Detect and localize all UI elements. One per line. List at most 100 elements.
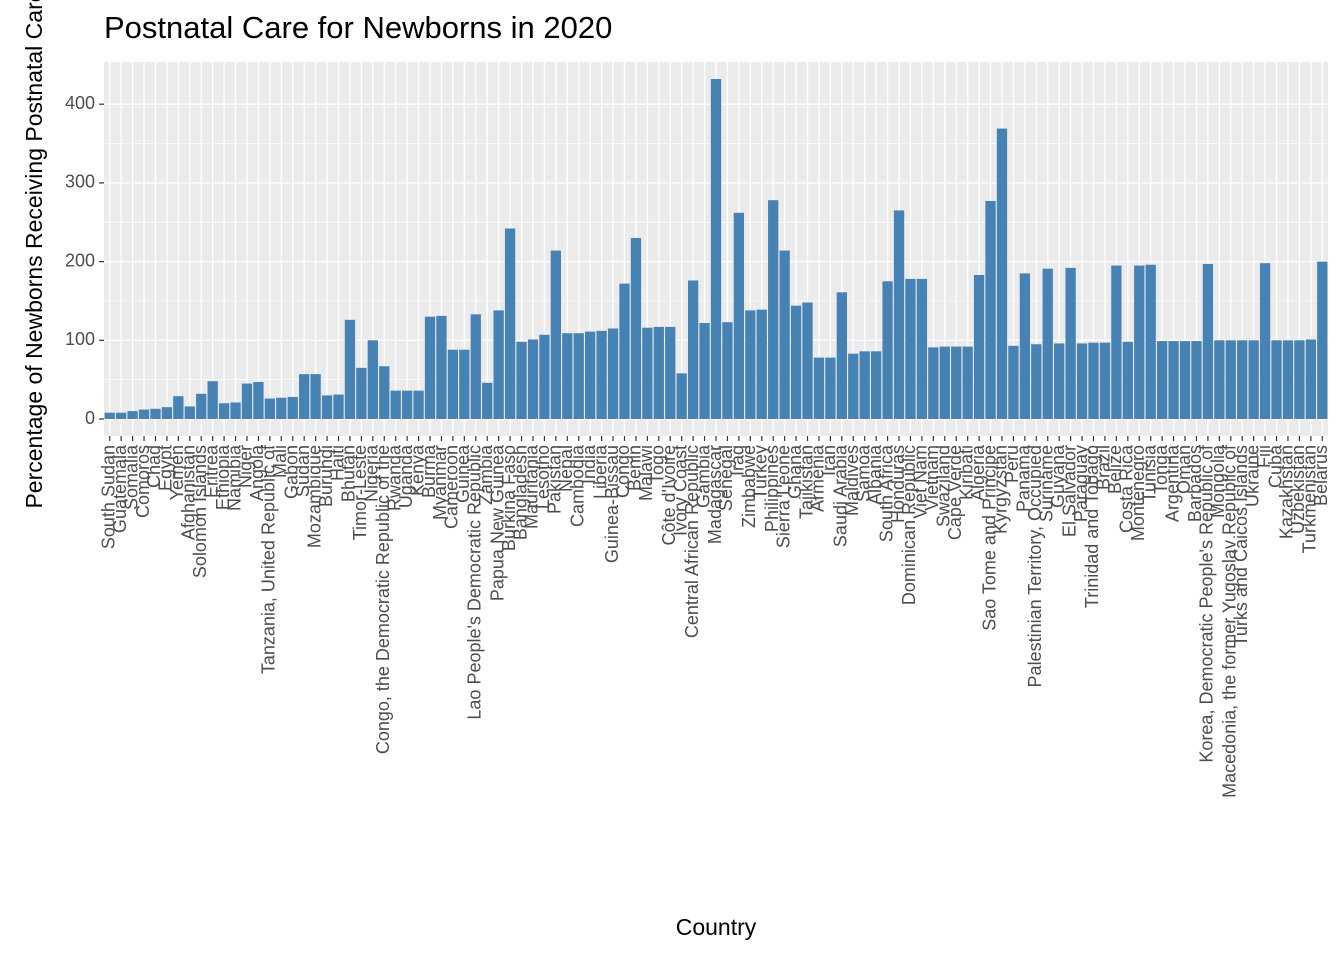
- x-tick-label: South Sudan: [98, 445, 118, 549]
- x-tick-label: Niger: [236, 445, 256, 488]
- x-tick-label: Yemen: [167, 445, 187, 500]
- bar: [973, 274, 985, 419]
- bar: [985, 200, 996, 419]
- bar: [550, 250, 561, 419]
- x-tick-label: Ethiopia: [213, 444, 233, 510]
- bar: [1122, 341, 1133, 419]
- x-tick-label: Papua New Guinea: [487, 444, 507, 601]
- bar: [699, 322, 710, 419]
- x-tick-label: Sao Tome and Principe: [979, 445, 999, 631]
- y-axis-title: Percentage of Newborns Receiving Postnat…: [21, 0, 47, 509]
- bar: [470, 314, 481, 419]
- x-tick-label: Chad: [144, 445, 164, 488]
- x-tick-label: Togo: [648, 445, 668, 484]
- x-tick-label: Gabon: [281, 445, 301, 499]
- bar: [745, 310, 756, 419]
- x-tick-label: Trinidad and Tobago: [1082, 445, 1102, 608]
- bar: [253, 382, 264, 419]
- bar: [424, 316, 436, 419]
- bar: [1282, 340, 1294, 419]
- x-tick-label: Barbados: [1185, 445, 1205, 522]
- bar: [344, 319, 356, 419]
- x-tick-label: Peru: [1002, 445, 1022, 483]
- bar: [1031, 344, 1042, 419]
- bar: [939, 346, 950, 419]
- x-tick-label: Kyrgyzstan: [991, 445, 1011, 534]
- x-tick-label: India: [579, 444, 599, 484]
- x-tick-label: Tajikistan: [796, 445, 816, 519]
- bar: [859, 351, 870, 419]
- bar: [1042, 268, 1053, 419]
- bar: [333, 394, 344, 419]
- x-tick-label: Zambia: [476, 444, 496, 505]
- x-tick-label: Guinea: [453, 444, 473, 503]
- bar: [116, 412, 127, 419]
- x-tick-label: Mali: [270, 445, 290, 478]
- x-tick-label: Senegal: [716, 445, 736, 511]
- bar: [161, 407, 173, 419]
- x-tick-label: Lesotho: [533, 445, 553, 509]
- x-tick-label: Benin: [625, 445, 645, 491]
- x-tick-label: Turkmenistan: [1300, 445, 1320, 553]
- bar: [150, 408, 161, 419]
- bar: [1237, 340, 1248, 419]
- bar: [1088, 342, 1099, 419]
- x-tick-label: Algeria: [968, 444, 988, 501]
- bar: [893, 210, 905, 419]
- bar: [1225, 340, 1236, 419]
- bar: [710, 79, 722, 419]
- bar: [207, 381, 218, 419]
- x-tick-label: Paraguay: [1071, 445, 1091, 522]
- x-tick-label: South Africa: [876, 444, 896, 542]
- x-tick-label: Sierra Leone: [773, 445, 793, 548]
- bar: [379, 366, 390, 419]
- x-tick-label: Mongolia: [1208, 444, 1228, 518]
- bar: [825, 357, 836, 419]
- x-tick-label: Eritrea: [201, 444, 221, 498]
- bar: [642, 327, 653, 419]
- bar: [493, 310, 504, 419]
- bar: [1259, 263, 1271, 419]
- x-tick-label: Burundi: [316, 445, 336, 507]
- x-tick-label: Myanmar: [430, 445, 450, 520]
- bar: [687, 280, 699, 419]
- bar: [504, 228, 516, 419]
- x-tick-label: Cambodia: [567, 444, 587, 527]
- x-tick-label: Belarus: [1311, 445, 1331, 506]
- bar: [1214, 340, 1225, 419]
- x-tick-label: Cuba: [1265, 444, 1285, 488]
- bar: [1099, 342, 1111, 419]
- x-tick-label: Palestinian Territory, Occupied: [1025, 445, 1045, 687]
- x-tick-label: Comoros: [133, 445, 153, 518]
- bar: [218, 403, 230, 419]
- bar: [138, 409, 150, 419]
- x-tick-label: Timor-Leste: [350, 445, 370, 540]
- bar: [768, 200, 779, 419]
- x-tick-label: Saudi Arabia: [831, 444, 851, 547]
- bar: [1008, 345, 1019, 419]
- bar: [779, 250, 790, 419]
- bar: [1145, 264, 1156, 419]
- bar: [607, 328, 619, 419]
- x-tick-label: Gambia: [693, 444, 713, 508]
- x-tick-label: Montenegro: [1128, 445, 1148, 541]
- x-tick-label: Costa Rica: [1117, 444, 1137, 533]
- bar: [1179, 341, 1191, 419]
- bar: [813, 357, 825, 419]
- bar: [196, 393, 207, 419]
- bar: [1054, 343, 1065, 419]
- bar: [619, 283, 630, 419]
- x-tick-label: Angola: [247, 444, 267, 501]
- x-tick-label: Honduras: [888, 445, 908, 523]
- bar: [1271, 340, 1282, 419]
- x-tick-label: Rwanda: [384, 444, 404, 511]
- bar: [401, 390, 413, 419]
- bar: [848, 353, 859, 419]
- x-tick-label: Iran: [819, 445, 839, 476]
- bar: [264, 398, 276, 419]
- bar: [916, 278, 928, 419]
- bar: [905, 278, 916, 419]
- bar: [367, 340, 378, 419]
- bar: [1305, 339, 1316, 419]
